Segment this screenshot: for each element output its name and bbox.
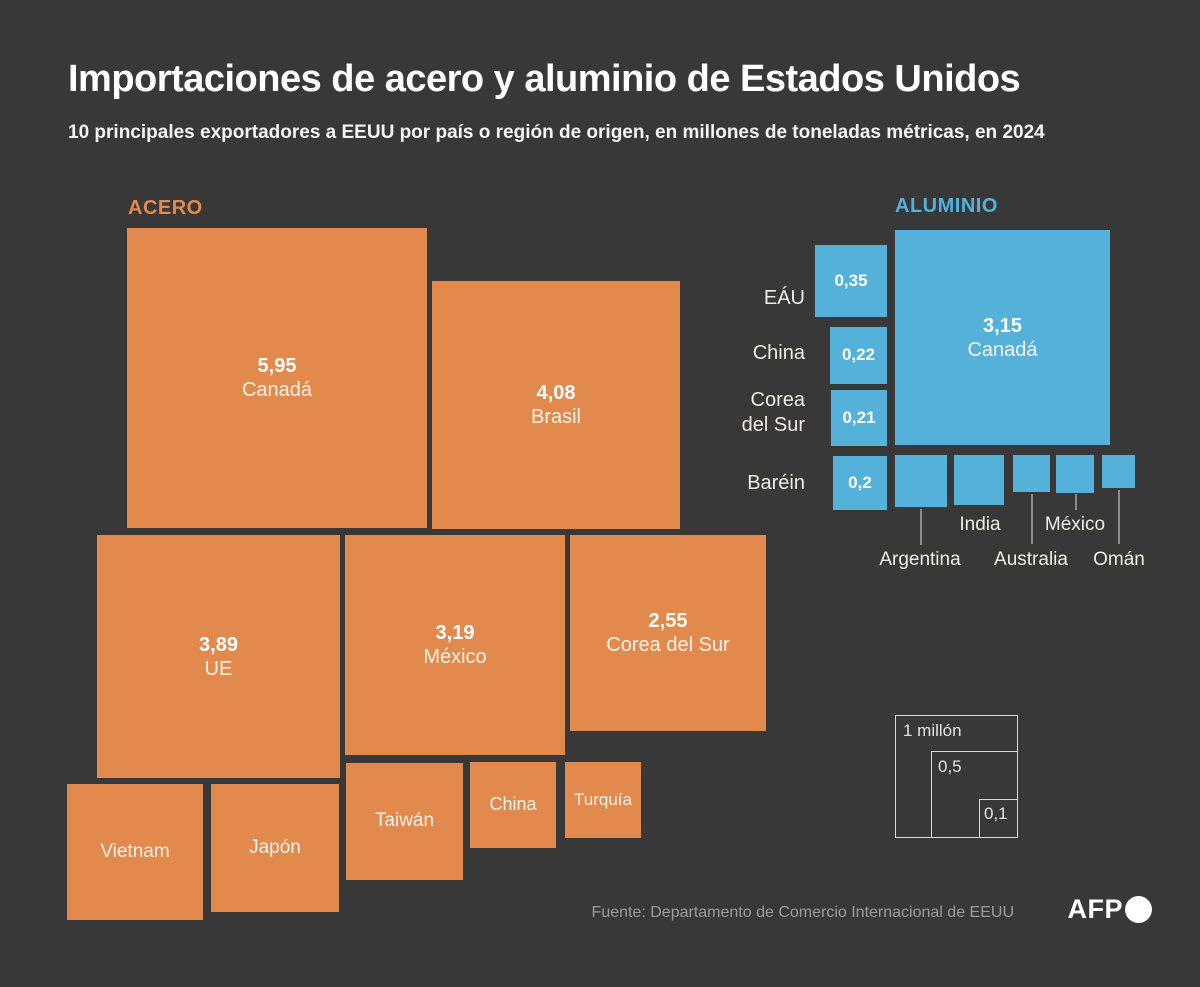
steel-square-china: China xyxy=(470,762,556,848)
aluminum-label-corea-del-sur: Corea del Sur xyxy=(742,388,805,438)
leader-line-argentina xyxy=(920,509,922,545)
leader-line-mexico xyxy=(1075,494,1077,510)
aluminum-label-china: China xyxy=(752,342,805,364)
steel-square-canada: 5,95 Canadá xyxy=(127,228,427,528)
legend-label-0-5: 0,5 xyxy=(938,757,962,776)
steel-china-name: China xyxy=(489,794,537,815)
steel-ue-value: 3,89 xyxy=(199,633,238,656)
aluminum-label-argentina: Argentina xyxy=(879,549,961,570)
aluminum-corea-value: 0,21 xyxy=(842,407,876,427)
aluminum-square-canada: 3,15 Canadá xyxy=(895,230,1110,445)
steel-square-turquia: Turquía xyxy=(565,762,641,838)
aluminum-square-argentina xyxy=(895,455,947,507)
steel-square-vietnam: Vietnam xyxy=(67,784,203,920)
aluminum-canada-name: Canadá xyxy=(967,338,1038,361)
steel-turquia-name: Turquía xyxy=(574,789,632,809)
leader-line-oman xyxy=(1118,490,1120,544)
steel-ue-name: UE xyxy=(204,657,233,680)
legend-square-0-1 xyxy=(979,799,1018,838)
steel-mexico-name: México xyxy=(423,646,487,668)
steel-taiwan-name: Taiwán xyxy=(374,810,435,832)
steel-canada-name: Canadá xyxy=(241,379,313,401)
legend-square-0-5 xyxy=(931,751,1018,838)
aluminum-label-eau: EÁU xyxy=(763,287,805,309)
aluminum-label-mexico: México xyxy=(1044,514,1106,535)
afp-logo: AFP xyxy=(1067,894,1152,925)
leader-line-australia xyxy=(1031,494,1033,544)
steel-mexico-value: 3,19 xyxy=(435,622,475,644)
steel-square-japon: Japón xyxy=(211,784,339,912)
aluminum-label-australia: Australia xyxy=(994,549,1068,570)
legend-label-1-million: 1 millón xyxy=(903,721,962,740)
afp-logo-text: AFP xyxy=(1067,894,1123,924)
aluminum-label-india: India xyxy=(959,514,1001,535)
page-title: Importaciones de acero y aluminio de Est… xyxy=(68,58,1021,100)
aluminum-square-corea-del-sur: 0,21 xyxy=(831,390,887,446)
steel-square-corea-del-sur: 2,55 Corea del Sur xyxy=(570,535,766,731)
aluminum-square-oman xyxy=(1102,455,1135,488)
aluminum-eau-value: 0,35 xyxy=(834,270,868,290)
steel-square-mexico: 3,19 México xyxy=(345,535,565,755)
aluminum-square-india xyxy=(954,455,1004,505)
aluminum-barein-value: 0,2 xyxy=(848,472,872,492)
aluminum-china-value: 0,22 xyxy=(841,345,876,365)
legend-label-0-1: 0,1 xyxy=(984,804,1008,823)
steel-brasil-value: 4,08 xyxy=(536,382,576,404)
steel-corea-name: Corea del Sur xyxy=(606,634,730,656)
steel-section-label: ACERO xyxy=(128,197,203,219)
afp-logo-circle-icon xyxy=(1125,896,1152,923)
steel-square-ue: 3,89 UE xyxy=(97,535,340,778)
aluminum-square-australia xyxy=(1013,455,1050,492)
steel-square-brasil: 4,08 Brasil xyxy=(432,281,680,529)
steel-canada-value: 5,95 xyxy=(257,355,297,377)
steel-brasil-name: Brasil xyxy=(530,406,581,428)
steel-square-taiwan: Taiwán xyxy=(346,763,463,880)
aluminum-square-china: 0,22 xyxy=(830,327,887,384)
aluminum-label-corea-line2: del Sur xyxy=(741,414,805,436)
aluminum-canada-value: 3,15 xyxy=(983,314,1022,337)
steel-vietnam-name: Vietnam xyxy=(100,840,170,862)
steel-corea-value: 2,55 xyxy=(648,610,688,632)
aluminum-square-eau: 0,35 xyxy=(815,245,887,317)
aluminum-label-corea-line1: Corea xyxy=(750,389,805,411)
aluminum-section-label: ALUMINIO xyxy=(895,195,998,217)
source-credit: Fuente: Departamento de Comercio Interna… xyxy=(591,904,1014,921)
page-subtitle: 10 principales exportadores a EEUU por p… xyxy=(68,122,1045,143)
aluminum-label-oman: Omán xyxy=(1093,549,1145,570)
steel-japon-name: Japón xyxy=(249,836,301,858)
aluminum-square-barein: 0,2 xyxy=(833,456,887,510)
aluminum-label-barein: Baréin xyxy=(747,472,805,494)
aluminum-square-mexico xyxy=(1056,455,1094,493)
